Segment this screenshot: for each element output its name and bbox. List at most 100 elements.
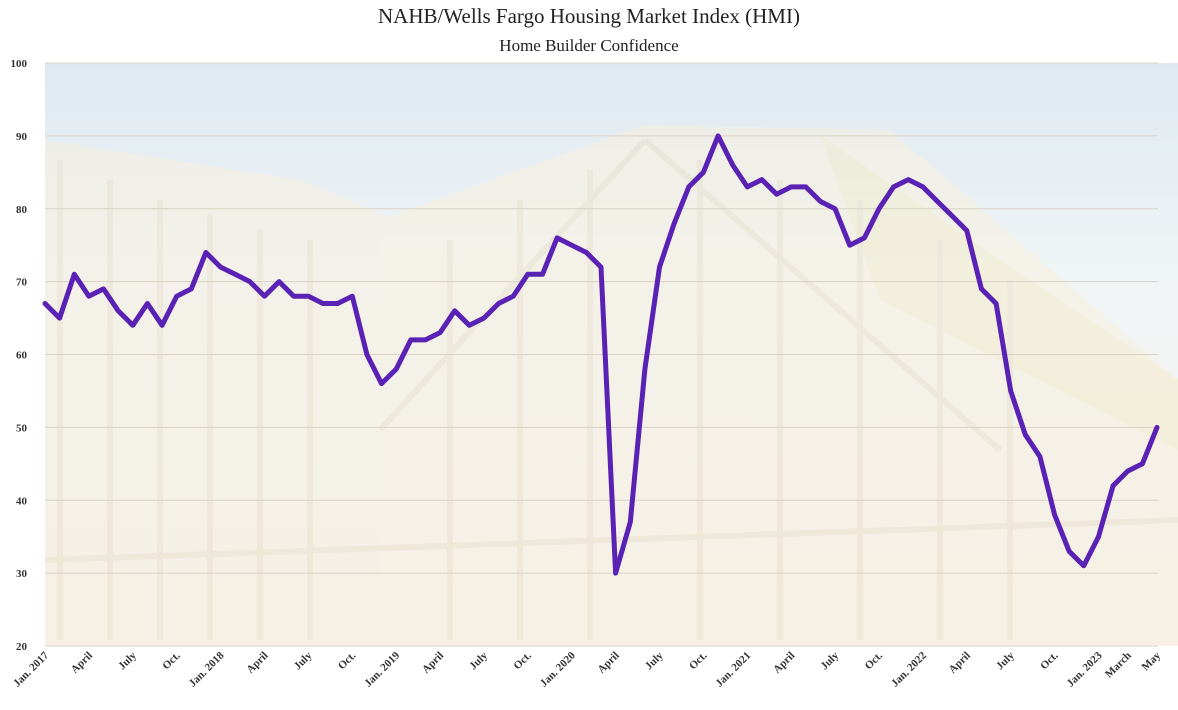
- hmi-data-point: [467, 323, 472, 328]
- hmi-data-point: [891, 184, 896, 189]
- x-tick-label: April: [771, 650, 797, 676]
- hmi-data-point: [1111, 483, 1116, 488]
- hmi-data-point: [379, 381, 384, 386]
- hmi-data-point: [862, 235, 867, 240]
- hmi-data-point: [203, 250, 208, 255]
- x-tick-label: Oct.: [336, 649, 359, 672]
- x-tick-label: Jan. 2020: [538, 649, 578, 689]
- hmi-data-point: [481, 316, 486, 321]
- hmi-data-point: [525, 272, 530, 277]
- y-tick-label: 90: [16, 131, 28, 143]
- hmi-data-point: [116, 308, 121, 313]
- hmi-data-point: [701, 170, 706, 175]
- hmi-data-point: [350, 294, 355, 299]
- y-tick-label: 60: [16, 350, 28, 362]
- hmi-data-point: [657, 265, 662, 270]
- hmi-data-point: [540, 272, 545, 277]
- x-tick-label: Jan. 2021: [713, 650, 753, 690]
- hmi-data-point: [877, 206, 882, 211]
- hmi-data-point: [160, 323, 165, 328]
- hmi-data-point: [774, 192, 779, 197]
- hmi-data-point: [613, 571, 618, 576]
- hmi-data-point: [408, 337, 413, 342]
- hmi-data-point: [438, 330, 443, 335]
- y-tick-label: 20: [16, 641, 28, 653]
- hmi-data-point: [496, 301, 501, 306]
- hmi-data-point: [803, 184, 808, 189]
- hmi-data-point: [1140, 461, 1145, 466]
- hmi-data-point: [935, 199, 940, 204]
- hmi-data-point: [247, 279, 252, 284]
- y-tick-label: 30: [16, 568, 28, 580]
- hmi-data-point: [950, 214, 955, 219]
- hmi-data-point: [174, 294, 179, 299]
- y-tick-label: 100: [11, 58, 28, 70]
- hmi-data-point: [628, 520, 633, 525]
- x-tick-label: April: [244, 650, 270, 676]
- hmi-data-point: [291, 294, 296, 299]
- x-tick-label: Jan. 2023: [1065, 649, 1105, 689]
- hmi-data-point: [394, 367, 399, 372]
- x-tick-label: July: [467, 649, 490, 672]
- x-tick-label: March: [1103, 650, 1134, 681]
- hmi-data-point: [789, 184, 794, 189]
- hmi-data-point: [847, 243, 852, 248]
- y-tick-label: 70: [16, 277, 28, 289]
- x-tick-label: July: [818, 649, 841, 672]
- hmi-data-point: [511, 294, 516, 299]
- x-tick-label: July: [994, 649, 1017, 672]
- hmi-data-point: [262, 294, 267, 299]
- hmi-data-point: [277, 279, 282, 284]
- hmi-data-point: [452, 308, 457, 313]
- x-tick-label: May: [1140, 649, 1164, 673]
- x-tick-label: Oct.: [160, 649, 183, 672]
- hmi-data-point: [569, 243, 574, 248]
- x-tick-label: April: [420, 650, 446, 676]
- hmi-data-point: [1067, 549, 1072, 554]
- x-tick-label: July: [643, 649, 666, 672]
- hmi-data-point: [555, 235, 560, 240]
- y-tick-label: 40: [16, 495, 28, 507]
- chart-title: NAHB/Wells Fargo Housing Market Index (H…: [378, 4, 800, 28]
- x-tick-label: Jan. 2022: [889, 649, 929, 689]
- hmi-data-point: [1096, 534, 1101, 539]
- hmi-data-point: [745, 184, 750, 189]
- x-tick-label: April: [69, 650, 95, 676]
- hmi-data-point: [233, 272, 238, 277]
- hmi-data-point: [423, 337, 428, 342]
- hmi-data-point: [1008, 388, 1013, 393]
- x-tick-label: Oct.: [511, 649, 534, 672]
- hmi-data-point: [964, 228, 969, 233]
- hmi-data-point: [994, 301, 999, 306]
- hmi-data-point: [218, 265, 223, 270]
- chart-subtitle: Home Builder Confidence: [499, 36, 679, 55]
- hmi-data-point: [818, 199, 823, 204]
- hmi-data-point: [72, 272, 77, 277]
- hmi-data-point: [321, 301, 326, 306]
- x-tick-label: Jan. 2019: [362, 649, 402, 689]
- x-tick-label: July: [292, 649, 315, 672]
- hmi-data-point: [730, 163, 735, 168]
- hmi-data-point: [43, 301, 48, 306]
- hmi-data-point: [642, 367, 647, 372]
- x-tick-label: July: [116, 649, 139, 672]
- hmi-data-point: [599, 265, 604, 270]
- hmi-data-point: [906, 177, 911, 182]
- hmi-data-point: [686, 184, 691, 189]
- hmi-data-point: [1037, 454, 1042, 459]
- hmi-data-point: [1155, 425, 1160, 430]
- x-axis: Jan. 2017 April July Oct. Jan. 2018 April July…: [11, 649, 1163, 689]
- x-tick-label: April: [596, 650, 622, 676]
- hmi-data-point: [101, 286, 106, 291]
- hmi-data-point: [1125, 469, 1130, 474]
- hmi-data-point: [1081, 563, 1086, 568]
- hmi-data-point: [759, 177, 764, 182]
- hmi-data-point: [1052, 512, 1057, 517]
- gridlines: [45, 62, 1158, 647]
- x-tick-label: Oct.: [1038, 649, 1061, 672]
- y-axis: 20 30 40 50 60 70 80 90 100: [11, 58, 28, 653]
- hmi-data-point: [57, 316, 62, 321]
- x-tick-label: Jan. 2017: [11, 649, 51, 689]
- x-tick-label: Oct.: [863, 649, 886, 672]
